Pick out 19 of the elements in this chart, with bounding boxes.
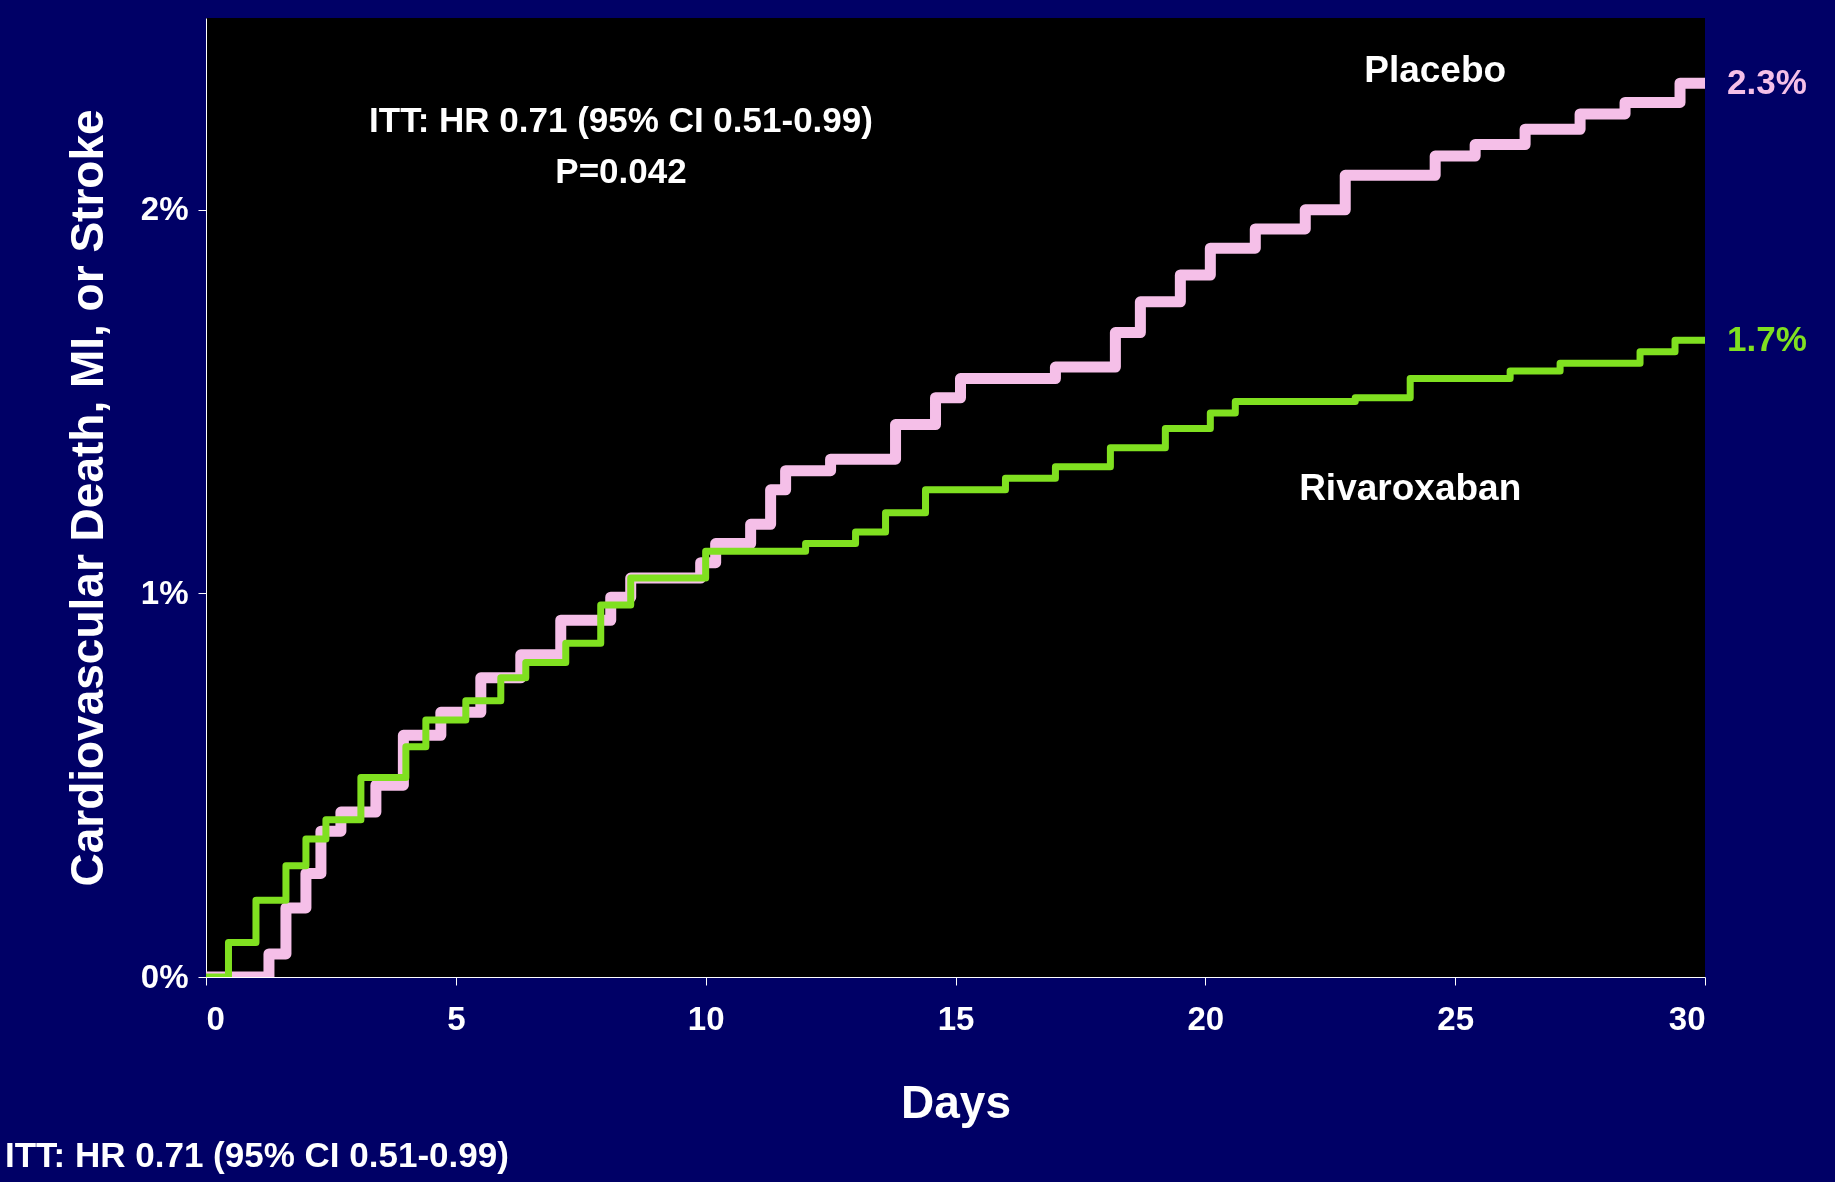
series-label: Placebo [1364,49,1507,91]
annotation: 2.3% [1727,62,1807,102]
text: ITT: HR 0.71 (95% CI 0.51-0.99) [5,1135,509,1174]
x-tick-label: 5 [447,999,466,1037]
y-tick-label: 0% [140,957,189,995]
y-axis-title: Cardiovascular Death, MI, or Stroke [60,109,113,887]
annotation: P=0.042 [555,151,687,190]
annotation: 1.7% [1727,319,1807,359]
series-label: Rivaroxaban [1299,466,1522,508]
x-axis-title: Days [901,1075,1011,1128]
x-tick-label: 0 [206,999,225,1037]
y-tick-label: 2% [140,190,189,228]
x-tick-label: 30 [1668,999,1706,1037]
y-tick-label: 1% [140,573,189,611]
x-tick-label: 25 [1437,999,1475,1037]
x-tick-label: 20 [1187,999,1225,1037]
x-tick-label: 15 [937,999,975,1037]
x-tick-label: 10 [687,999,725,1037]
annotation: ITT: HR 0.71 (95% CI 0.51-0.99) [369,100,873,139]
